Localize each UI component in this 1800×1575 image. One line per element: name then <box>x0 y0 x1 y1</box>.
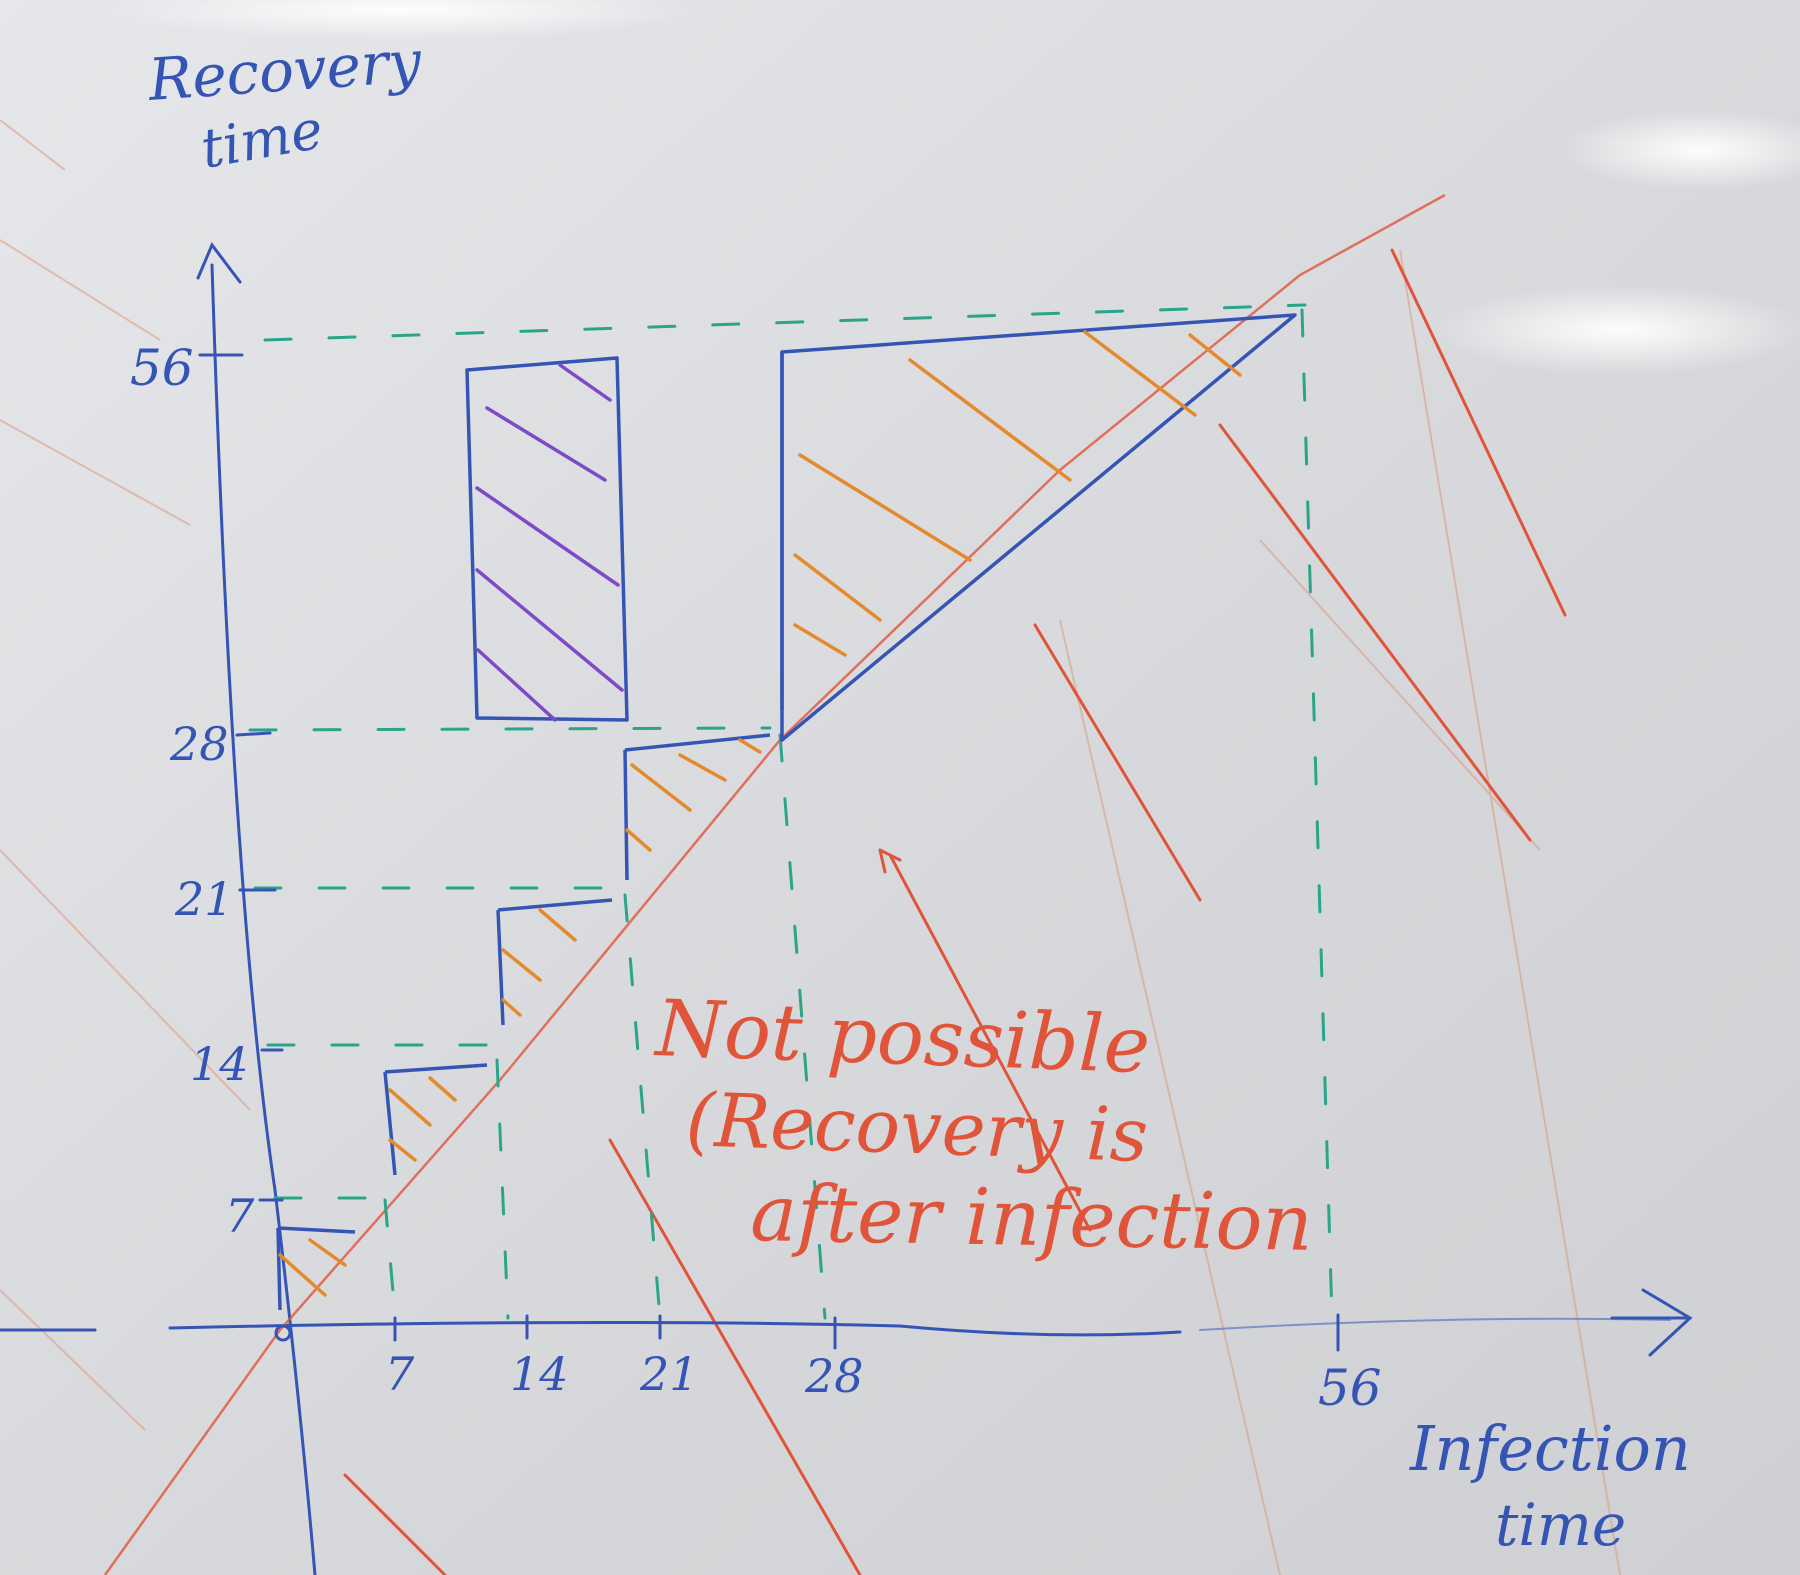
blue-boxes <box>276 313 1297 1311</box>
note-line1: Not possible <box>652 984 1151 1091</box>
x-tick-label: 28 <box>804 1349 864 1403</box>
y-tick-label: 14 <box>190 1037 249 1091</box>
arrow-up-icon <box>196 242 242 284</box>
x-tick-label: 21 <box>639 1347 699 1401</box>
erased-strokes <box>0 119 1621 1575</box>
purple-hatching <box>475 363 624 722</box>
dashed-guides <box>248 303 1334 1320</box>
orange-hatching <box>278 330 1242 1297</box>
y-tick-label: 28 <box>169 717 229 771</box>
x-tick-label: 14 <box>510 1347 569 1401</box>
x-ticks <box>393 1313 1340 1352</box>
x-tick-label: 56 <box>1318 1359 1382 1417</box>
x-axis-label-line2: time <box>1495 1491 1626 1559</box>
note-line2: (Recovery is <box>684 1077 1149 1179</box>
x-axis-label-line1: Infection <box>1409 1412 1691 1485</box>
light-glare <box>100 0 700 40</box>
origin-point <box>274 1324 292 1342</box>
y-axis <box>210 263 317 1575</box>
light-glare <box>1430 285 1800 375</box>
x-tick-label: 7 <box>385 1347 415 1401</box>
light-glare <box>1560 110 1800 190</box>
y-ticks <box>198 353 284 1202</box>
x-axis <box>0 1317 1671 1337</box>
y-tick-label: 7 <box>225 1189 255 1243</box>
y-tick-label: 21 <box>174 872 234 926</box>
y-tick-label: 56 <box>130 339 194 397</box>
note-line3: after infection <box>750 1169 1314 1269</box>
arrow-right-icon <box>1610 1288 1693 1357</box>
